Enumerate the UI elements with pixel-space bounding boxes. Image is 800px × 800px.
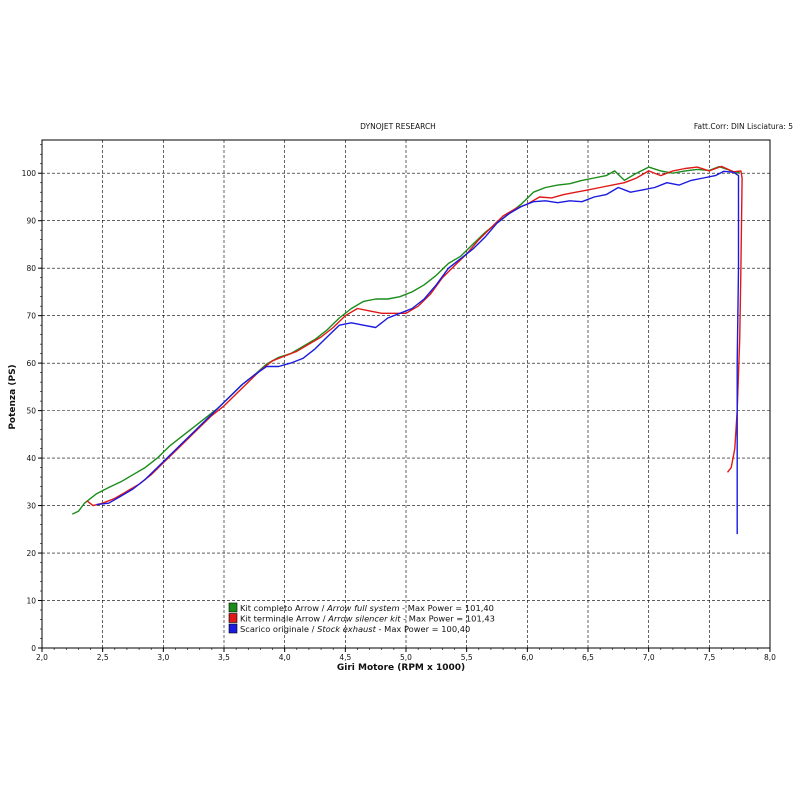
- x-tick-label: 7,0: [643, 653, 655, 662]
- legend-label-1: Kit completo Arrow / Arrow full system -…: [240, 603, 494, 613]
- x-tick-label: 6,5: [582, 653, 594, 662]
- series-line-1: [72, 165, 740, 515]
- x-tick-label: 3,0: [157, 653, 169, 662]
- y-tick-label: 0: [31, 644, 36, 653]
- series-line-2: [86, 165, 743, 507]
- y-tick-label: 100: [22, 169, 37, 178]
- x-tick-label: 8,0: [764, 653, 776, 662]
- y-tick-label: 40: [26, 454, 36, 463]
- legend-label-2: Kit terminale Arrow / Arrow silencer kit…: [240, 614, 495, 624]
- x-tick-label: 4,0: [279, 653, 291, 662]
- y-tick-label: 20: [26, 549, 36, 558]
- series-lines: [72, 165, 743, 535]
- x-tick-label: 5,0: [400, 653, 412, 662]
- y-axis-label: Potenza (PS): [8, 364, 18, 429]
- header-settings: Fatt.Corr: DIN Lisciatura: 5: [694, 122, 793, 131]
- x-tick-label: 7,5: [703, 653, 715, 662]
- x-axis-label: Giri Motore (RPM x 1000): [337, 663, 465, 673]
- y-tick-label: 60: [26, 359, 36, 368]
- x-tick-label: 3,5: [218, 653, 230, 662]
- legend-label-3: Scarico originale / Stock exhaust - Max …: [240, 624, 470, 634]
- y-tick-label: 80: [26, 264, 36, 273]
- y-tick-label: 70: [26, 312, 36, 321]
- x-tick-label: 4,5: [339, 653, 351, 662]
- legend-swatch-1: [228, 602, 238, 613]
- x-tick-label: 6,0: [521, 653, 533, 662]
- x-tick-label: 2,0: [36, 653, 48, 662]
- x-tick-label: 5,5: [461, 653, 473, 662]
- y-axis: 0 10 20 30 40 50 60 70 80 90 100: [22, 144, 42, 653]
- legend-swatch-3: [228, 623, 238, 634]
- y-tick-label: 10: [26, 597, 36, 606]
- y-tick-label: 50: [26, 407, 36, 416]
- x-axis: 2,0 2,5 3,0 3,5 4,0 4,5 5,0 5,5 6,0 6,5 7,0 7,5 8,0: [36, 648, 776, 662]
- y-tick-label: 90: [26, 217, 36, 226]
- grid-lines: [42, 140, 770, 648]
- legend-swatch-2: [228, 613, 238, 623]
- series-line-3: [96, 170, 740, 535]
- x-tick-label: 2,5: [97, 653, 109, 662]
- y-tick-label: 30: [26, 502, 36, 511]
- header-title: DYNOJET RESEARCH: [360, 122, 436, 131]
- legend: Kit completo Arrow / Arrow full system -…: [228, 602, 495, 634]
